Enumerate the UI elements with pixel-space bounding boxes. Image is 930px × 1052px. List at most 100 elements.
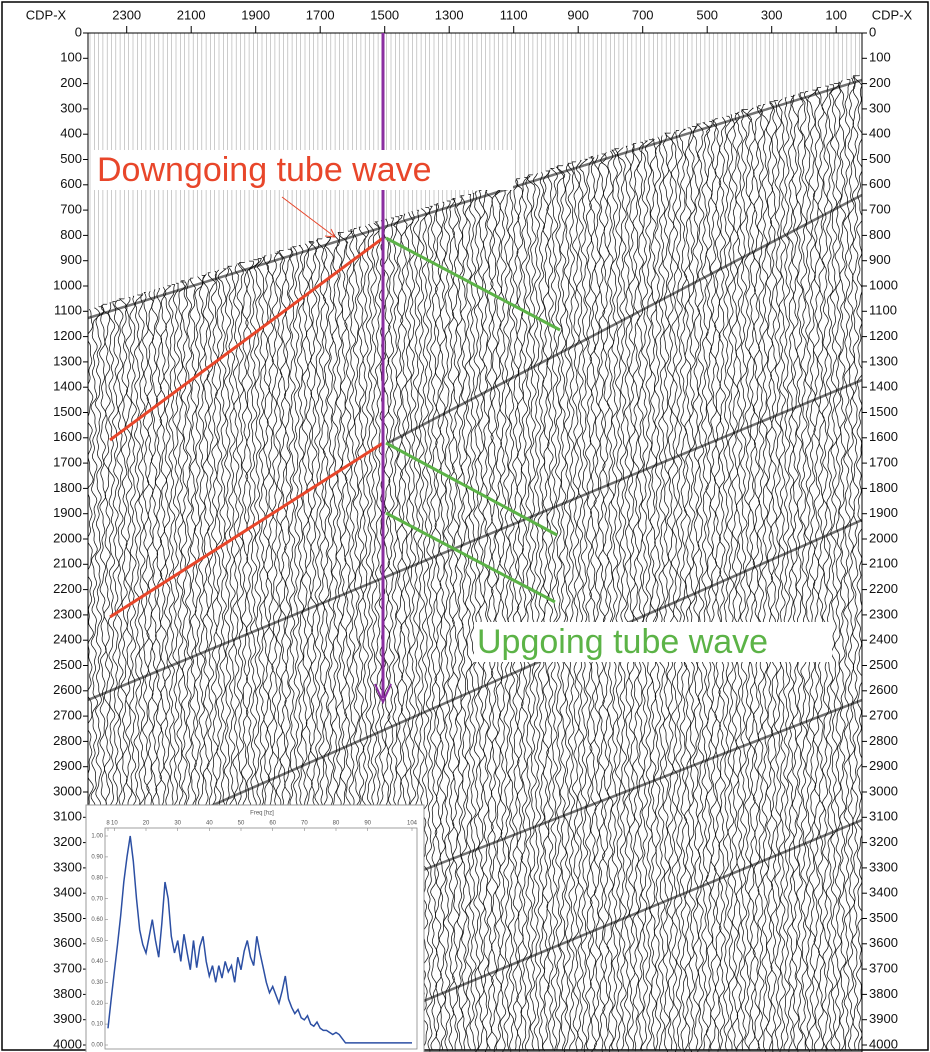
y-tick-label: 1300	[53, 353, 82, 368]
spectrum-inset: Freq [hz] 81020304050607080901040.000.10…	[86, 805, 424, 1052]
y-tick-label: 3100	[869, 809, 898, 824]
x-axis-label: CDP-X	[26, 7, 67, 22]
y-tick-label: 1200	[53, 328, 82, 343]
y-tick-label: 3600	[869, 935, 898, 950]
y-tick-label: 100	[60, 50, 82, 65]
x-tick-label: 2100	[177, 7, 206, 22]
y-tick-label: 1000	[869, 277, 898, 292]
x-tick-label: 2300	[112, 7, 141, 22]
chart: 2300210019001700150013001100900700500300…	[0, 0, 930, 1052]
x-tick-label: 1100	[500, 7, 528, 22]
y-tick-label: 2500	[53, 657, 82, 672]
y-tick-label: 3200	[53, 834, 82, 849]
inset-x-label: Freq [hz]	[250, 811, 274, 817]
y-tick-label: 600	[869, 176, 891, 191]
y-tick-label: 2900	[869, 758, 898, 773]
y-tick-label: 500	[869, 151, 891, 166]
y-tick-label: 3600	[53, 935, 82, 950]
y-tick-label: 3800	[53, 986, 82, 1001]
y-tick-label: 2400	[53, 632, 82, 647]
y-tick-label: 2800	[53, 733, 82, 748]
y-tick-label: 1800	[869, 480, 898, 495]
x-tick-label: 100	[825, 7, 847, 22]
inset-y-tick-label: 0.00	[91, 1043, 103, 1049]
inset-y-tick-label: 0.50	[91, 938, 103, 944]
inset-x-tick-label: 104	[407, 821, 418, 827]
y-tick-label: 300	[60, 100, 82, 115]
y-tick-label: 600	[60, 176, 82, 191]
y-tick-label: 2700	[869, 708, 898, 723]
y-tick-label: 2400	[869, 632, 898, 647]
y-tick-label: 1600	[869, 429, 898, 444]
inset-x-tick-label: 70	[301, 821, 308, 827]
y-tick-label: 3000	[53, 783, 82, 798]
x-tick-label: 700	[632, 7, 654, 22]
y-tick-label: 2700	[53, 708, 82, 723]
annotation-label: Upgoing tube wave	[477, 623, 768, 661]
y-tick-label: 0	[75, 24, 82, 39]
inset-y-tick-label: 1.00	[91, 834, 103, 840]
inset-x-tick-label: 60	[269, 821, 276, 827]
y-tick-label: 1500	[869, 404, 898, 419]
y-tick-label: 2000	[53, 530, 82, 545]
inset-plot	[105, 828, 417, 1049]
y-tick-label: 1600	[53, 429, 82, 444]
y-tick-label: 4000	[869, 1036, 898, 1051]
y-tick-label: 3400	[53, 885, 82, 900]
inset-y-tick-label: 0.70	[91, 896, 103, 902]
y-tick-label: 1000	[53, 277, 82, 292]
y-tick-label: 2100	[53, 556, 82, 571]
annotation-label: Downgoing tube wave	[97, 151, 432, 189]
y-tick-label: 400	[869, 126, 891, 141]
x-tick-label: 500	[696, 7, 718, 22]
x-tick-label: 1700	[306, 7, 335, 22]
y-tick-label: 1300	[869, 353, 898, 368]
y-tick-label: 1200	[869, 328, 898, 343]
y-tick-label: 300	[869, 100, 891, 115]
y-tick-label: 1100	[54, 303, 82, 318]
x-tick-label: 1900	[241, 7, 270, 22]
inset-y-tick-label: 0.40	[91, 959, 103, 965]
inset-y-tick-label: 0.80	[91, 875, 103, 881]
y-tick-label: 2300	[869, 606, 898, 621]
x-tick-label: 300	[761, 7, 783, 22]
y-tick-label: 2500	[869, 657, 898, 672]
y-tick-label: 200	[60, 75, 82, 90]
y-tick-label: 4000	[53, 1036, 82, 1051]
y-tick-label: 400	[60, 126, 82, 141]
y-tick-label: 500	[60, 151, 82, 166]
y-tick-label: 900	[60, 252, 82, 267]
y-tick-label: 3800	[869, 986, 898, 1001]
inset-x-tick-label: 50	[238, 821, 245, 827]
inset-x-tick-label: 80	[333, 821, 340, 827]
inset-x-tick-label: 10	[111, 821, 118, 827]
inset-x-tick-label: 20	[143, 821, 150, 827]
y-tick-label: 2300	[53, 606, 82, 621]
inset-y-tick-label: 0.60	[91, 917, 103, 923]
y-tick-label: 1400	[53, 379, 82, 394]
y-tick-label: 1700	[53, 455, 82, 470]
y-tick-label: 3500	[53, 910, 82, 925]
y-tick-label: 3300	[869, 859, 898, 874]
y-tick-label: 3300	[53, 859, 82, 874]
y-tick-label: 2000	[869, 530, 898, 545]
y-tick-label: 1400	[869, 379, 898, 394]
inset-x-tick-label: 30	[174, 821, 181, 827]
inset-y-tick-label: 0.10	[91, 1022, 103, 1028]
x-axis-label: CDP-X	[872, 7, 913, 22]
y-tick-label: 900	[869, 252, 891, 267]
y-tick-label: 2600	[53, 682, 82, 697]
y-tick-label: 3100	[53, 809, 82, 824]
inset-y-tick-label: 0.30	[91, 980, 103, 986]
y-tick-label: 2800	[869, 733, 898, 748]
page: 2300210019001700150013001100900700500300…	[0, 0, 930, 1052]
y-tick-label: 1500	[53, 404, 82, 419]
inset-x-tick-label: 90	[364, 821, 371, 827]
y-tick-label: 3200	[869, 834, 898, 849]
y-tick-label: 1900	[53, 505, 82, 520]
y-tick-label: 1800	[53, 480, 82, 495]
y-tick-label: 2200	[869, 581, 898, 596]
y-tick-label: 2600	[869, 682, 898, 697]
y-tick-label: 100	[869, 50, 891, 65]
y-tick-label: 1100	[869, 303, 897, 318]
